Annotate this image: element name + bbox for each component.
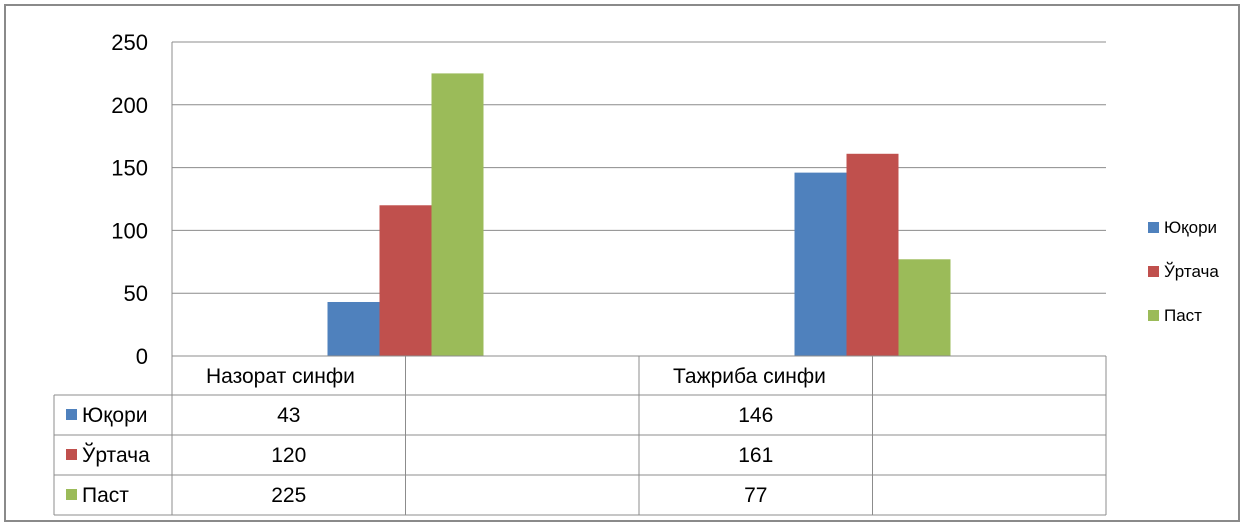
y-tick-label-4: 200 [111,93,148,118]
legend-key-3 [1148,310,1159,321]
axes [171,42,1106,357]
legend-key-2 [1148,266,1159,277]
table-row-label-3: Паст [82,484,129,507]
table-legend-key-2 [66,449,77,460]
y-tick-label-2: 100 [111,218,148,243]
table-legend-key-3 [66,489,77,500]
y-tick-label-0: 0 [136,344,148,369]
table-value-2-2: 161 [738,444,773,467]
bar-1-1 [327,301,380,356]
chart-frame [4,4,1240,522]
table-value-1-1: 43 [277,404,300,427]
table-category-2: Тажриба синфи [673,365,826,388]
bar-2-1 [379,205,432,356]
table-category-1: Назорат синфи [206,365,355,388]
table-value-1-2: 146 [738,404,773,427]
y-tick-label-1: 50 [124,281,148,306]
bar-3-2 [898,259,951,356]
table-value-3-2: 77 [744,484,767,507]
table-value-2-1: 120 [271,444,306,467]
y-tick-label-3: 150 [111,156,148,181]
y-tick-label-5: 250 [111,30,148,55]
bar-2-2 [846,153,899,356]
legend-label-2: Ўртача [1164,261,1219,281]
y-tick-labels: 0 50 100 150 200 250 [111,30,148,369]
bar-1-2 [794,172,847,356]
legend-key-1 [1148,222,1159,233]
bar-3-1 [431,73,484,357]
table-value-3-1: 225 [271,484,306,507]
grid-lines [172,41,1106,294]
table-legend-key-1 [66,409,77,420]
table-row-label-2: Ўртача [82,443,150,467]
bars [327,73,951,357]
legend-label-3: Паст [1164,306,1202,325]
legend: Юқори Ўртача Паст [1148,218,1219,325]
table-row-label-1: Юқори [82,404,148,427]
data-table: Назорат синфи Тажриба синфи Юқори 43 146 Ўрта… [53,356,1107,516]
legend-label-1: Юқори [1164,218,1217,237]
